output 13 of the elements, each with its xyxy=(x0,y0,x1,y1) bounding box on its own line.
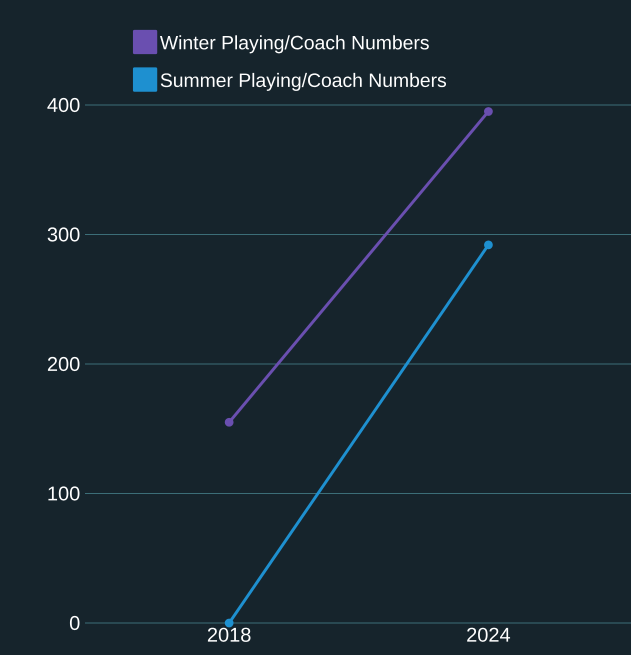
x-tick-label: 2024 xyxy=(467,628,510,642)
legend-label: Summer Playing/Coach Numbers xyxy=(160,72,446,91)
y-tick-label: 100 xyxy=(48,486,80,501)
y-tick-label: 0 xyxy=(70,616,80,630)
y-tick-label: 300 xyxy=(48,227,80,242)
point xyxy=(224,618,234,628)
y-tick-label: 200 xyxy=(48,356,80,372)
legend-label: Winter Playing/Coach Numbers xyxy=(160,35,430,54)
point xyxy=(484,107,494,116)
y-tick-label: 400 xyxy=(48,98,80,112)
point xyxy=(484,240,494,250)
x-tick-label: 2018 xyxy=(208,628,251,642)
point xyxy=(224,418,234,427)
